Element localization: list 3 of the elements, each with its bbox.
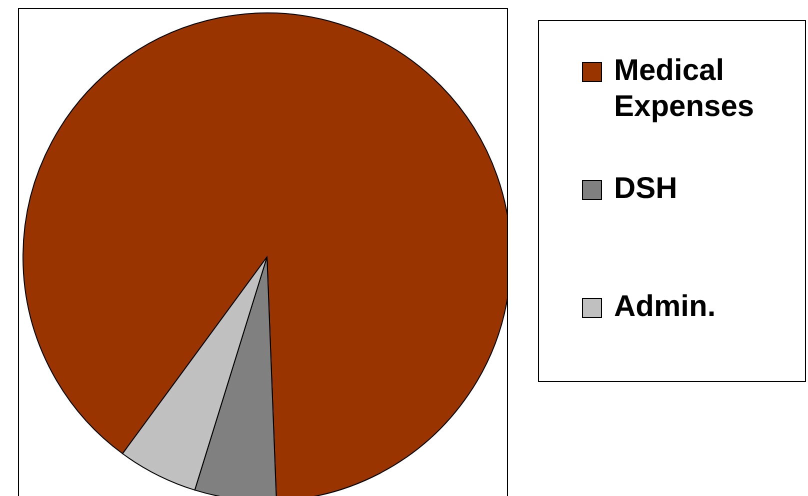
legend-label: Medical Expenses — [614, 53, 756, 125]
legend-label: DSH — [614, 171, 678, 207]
legend-label: Admin. — [614, 289, 717, 325]
